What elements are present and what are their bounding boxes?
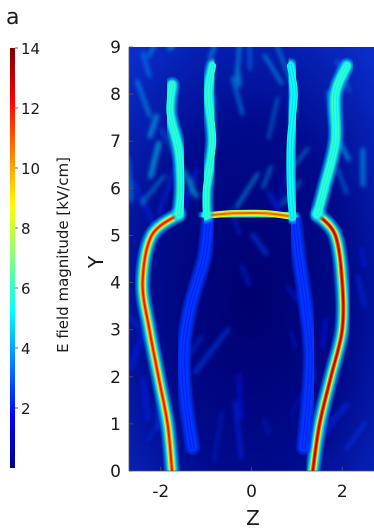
inner-contour-right-stroke [293, 220, 312, 449]
outer-contour-right [305, 206, 351, 471]
y-tick-label: 7 [110, 132, 121, 152]
left-arm [162, 77, 189, 222]
noise-streak [141, 51, 152, 78]
noise-streak [263, 417, 270, 436]
noise-streak [235, 172, 260, 209]
y-tick-label: 5 [110, 226, 121, 246]
y-tick-label: 9 [110, 38, 121, 58]
colorbar-tick-label: 8 [21, 220, 31, 238]
colorbar-tick-label: 10 [21, 160, 40, 178]
inner-contour-right [287, 213, 319, 455]
y-tick-label: 1 [110, 415, 121, 435]
noise-streak [235, 47, 241, 81]
noise-streak [212, 409, 224, 463]
top-bar-stroke [205, 211, 294, 218]
center-left-arm [198, 58, 221, 224]
noise-streak [232, 400, 244, 460]
noise-streak [289, 330, 298, 349]
panel-label: a [6, 5, 19, 30]
colorbar-label: E field magnitude [kV/cm] [54, 157, 72, 353]
noise-streak [230, 76, 245, 116]
y-axis-label: Y [84, 255, 108, 269]
noise-streak [289, 391, 304, 417]
noise-streak [339, 142, 351, 162]
center-right-arm-stroke [288, 64, 296, 218]
noise-streak [236, 373, 243, 420]
noise-streak [344, 421, 367, 451]
noise-streak [147, 113, 160, 139]
center-left-arm-stroke [204, 64, 214, 217]
colorbar-ticks: 2 4 6 8 10 12 14 [15, 40, 40, 418]
colorbar-gradient [10, 48, 15, 468]
x-tick-label: 0 [246, 482, 257, 502]
inner-contour-left [175, 213, 216, 455]
noise-streak [267, 96, 279, 140]
noise-streak [140, 376, 151, 422]
x-axis-label: Z [246, 506, 260, 529]
noise-streak [320, 317, 328, 350]
noise-streak [129, 331, 146, 371]
right-arm-stroke [316, 64, 348, 216]
y-tick-label: 8 [110, 85, 121, 105]
colorbar-tick-label: 4 [21, 340, 31, 358]
y-tick-label: 2 [110, 368, 121, 388]
noise-streak [261, 165, 273, 189]
field-contours [135, 58, 355, 471]
noise-streak [140, 174, 166, 205]
y-tick-label: 3 [110, 321, 121, 341]
noise-streak [335, 167, 349, 195]
colorbar-tick-label: 2 [21, 400, 31, 418]
center-right-arm [282, 58, 303, 225]
outer-contour-right-stroke [311, 213, 345, 471]
noise-streak [148, 140, 162, 179]
left-arm-stroke [168, 83, 183, 216]
outer-contour-left-stroke [141, 213, 180, 471]
plot-area [128, 47, 374, 472]
colorbar: 2 4 6 8 10 12 14 E field magnitude [kV/cm] [10, 40, 72, 468]
right-arm [309, 58, 355, 222]
x-tick-label: -2 [152, 482, 169, 502]
inner-contour-left-stroke [182, 220, 210, 449]
colorbar-tick-label: 6 [21, 280, 31, 298]
noise-streak [355, 274, 367, 308]
noise-streak [250, 232, 269, 257]
x-axis-ticks: -2 0 2 [152, 467, 348, 502]
colorbar-tick-label: 12 [21, 100, 40, 118]
noise-streak [263, 53, 284, 86]
noise-streak [147, 47, 155, 58]
y-tick-label: 0 [110, 462, 121, 482]
y-tick-label: 4 [110, 274, 121, 294]
colorbar-tick-label: 14 [21, 40, 40, 58]
noise-streak [192, 327, 231, 375]
noise-streak [167, 47, 174, 51]
x-tick-label: 2 [337, 482, 348, 502]
y-axis-ticks: 0 1 2 3 4 5 6 7 8 9 [110, 38, 133, 482]
noise-streak [208, 47, 217, 61]
noise-streak [359, 246, 367, 268]
outer-contour-left [135, 206, 187, 471]
y-tick-label: 6 [110, 179, 121, 199]
noise-streak [240, 264, 251, 287]
top-bar [198, 205, 300, 225]
noise-streak [135, 79, 152, 118]
